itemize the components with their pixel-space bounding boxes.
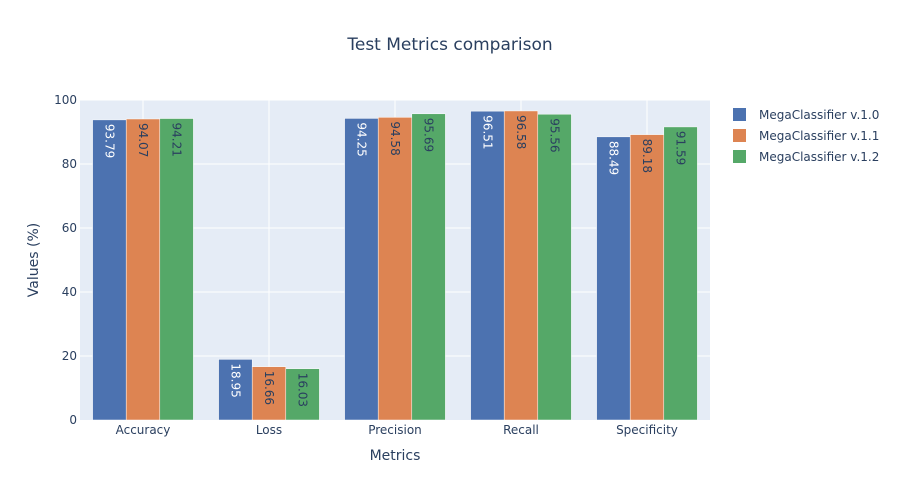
bar-value-label: 95.56 bbox=[548, 118, 562, 152]
x-tick-label: Precision bbox=[368, 423, 422, 437]
y-tick-label: 60 bbox=[62, 221, 77, 235]
bar-value-label: 18.95 bbox=[228, 363, 242, 397]
bar[interactable] bbox=[159, 118, 194, 421]
bar[interactable] bbox=[377, 117, 413, 421]
bar[interactable] bbox=[663, 126, 698, 421]
x-tick-label: Accuracy bbox=[116, 423, 171, 437]
legend-item-series-1[interactable]: MegaClassifier v.1.1 bbox=[733, 125, 879, 146]
bar-value-label: 91.59 bbox=[674, 131, 688, 165]
bar-value-label: 88.49 bbox=[606, 141, 620, 175]
bar[interactable] bbox=[218, 359, 253, 421]
bar-labels: 93.79 18.95 94.25 96.51 88.49 94.07 16.66 94.58… bbox=[102, 115, 687, 407]
bars bbox=[92, 110, 698, 421]
bar[interactable] bbox=[470, 110, 505, 421]
legend-swatch bbox=[733, 150, 746, 163]
legend-label: MegaClassifier v.1.1 bbox=[759, 128, 880, 143]
bar-value-label: 96.51 bbox=[480, 115, 494, 149]
bar-value-label: 94.58 bbox=[388, 121, 402, 155]
bar[interactable] bbox=[251, 366, 287, 421]
y-tick-label: 40 bbox=[62, 285, 77, 299]
bar[interactable] bbox=[596, 136, 631, 421]
y-tick-label: 20 bbox=[62, 349, 77, 363]
bar[interactable] bbox=[503, 110, 539, 421]
y-tick-label: 100 bbox=[54, 93, 77, 107]
legend-label: MegaClassifier v.1.2 bbox=[759, 149, 880, 164]
y-axis-title: Values (%) bbox=[26, 223, 42, 297]
bar-value-label: 95.69 bbox=[422, 118, 436, 152]
x-tick-labels: Accuracy Loss Precision Recall Specificity bbox=[116, 423, 678, 437]
x-axis-title: Metrics bbox=[370, 448, 421, 464]
bar-value-label: 16.03 bbox=[296, 373, 310, 407]
legend-item-series-2[interactable]: MegaClassifier v.1.2 bbox=[733, 146, 879, 167]
bar[interactable] bbox=[125, 118, 161, 421]
y-tick-labels: 0 20 40 60 80 100 bbox=[54, 93, 77, 427]
bar[interactable] bbox=[92, 119, 127, 421]
legend-swatch bbox=[733, 129, 746, 142]
legend: MegaClassifier v.1.0 MegaClassifier v.1.… bbox=[733, 104, 879, 167]
bar[interactable] bbox=[344, 118, 379, 421]
legend-swatch bbox=[733, 108, 746, 121]
bar-value-label: 89.18 bbox=[640, 139, 654, 173]
bar-value-label: 94.07 bbox=[136, 123, 150, 157]
bar[interactable] bbox=[285, 368, 320, 421]
bar[interactable] bbox=[411, 113, 446, 421]
bar-value-label: 16.66 bbox=[262, 371, 276, 405]
legend-label: MegaClassifier v.1.0 bbox=[759, 107, 880, 122]
bar-value-label: 93.79 bbox=[102, 124, 116, 158]
x-tick-label: Recall bbox=[503, 423, 539, 437]
x-tick-label: Specificity bbox=[616, 423, 678, 437]
chart-title: Test Metrics comparison bbox=[346, 35, 552, 55]
bar-value-label: 96.58 bbox=[514, 115, 528, 149]
bar-value-label: 94.21 bbox=[170, 123, 184, 157]
x-tick-label: Loss bbox=[256, 423, 282, 437]
y-tick-label: 0 bbox=[69, 413, 77, 427]
bar[interactable] bbox=[629, 134, 665, 421]
y-tick-label: 80 bbox=[62, 157, 77, 171]
legend-item-series-0[interactable]: MegaClassifier v.1.0 bbox=[733, 104, 879, 125]
bar[interactable] bbox=[537, 113, 572, 421]
bar-value-label: 94.25 bbox=[354, 122, 368, 156]
